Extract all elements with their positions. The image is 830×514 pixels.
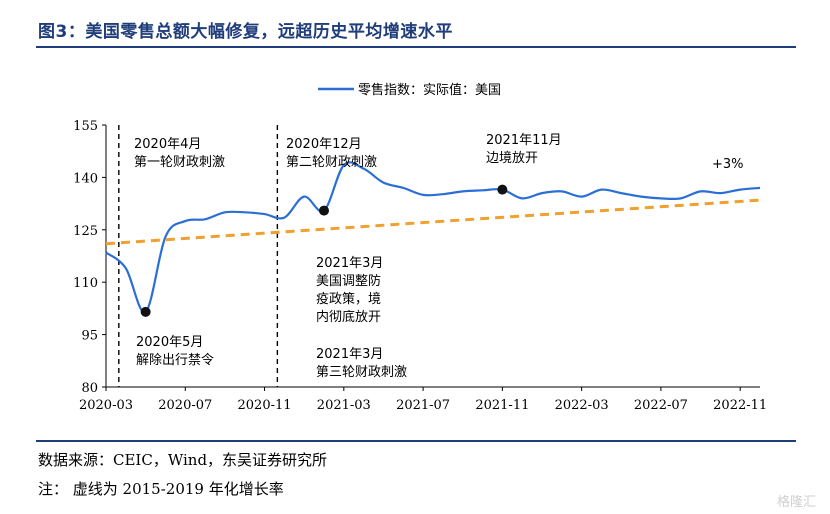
annotation-text: 2020年5月: [136, 335, 203, 350]
annotation-text: 2020年12月: [286, 137, 362, 152]
x-tick-label: 2022-03: [555, 398, 609, 413]
annotation-text: 2021年3月: [316, 347, 383, 362]
retail-series: [105, 161, 761, 314]
x-tick-label: 2021-03: [317, 398, 371, 413]
annotation-text: 解除出行禁令: [136, 353, 214, 368]
y-tick-label: 140: [73, 171, 98, 186]
page-title: 图3：美国零售总额大幅修复，远超历史平均增速水平: [38, 22, 453, 42]
chart-axes: 80 95 110 125 140 155 2020-03 2020-07 2020-11 202…: [73, 119, 767, 413]
annotation-text: 第二轮财政刺激: [286, 155, 377, 170]
annotation-text: 第三轮财政刺激: [316, 365, 407, 380]
retail-line: [105, 161, 761, 314]
title-divider: [36, 46, 796, 48]
annotation-text: 2020年4月: [134, 137, 201, 152]
x-tick-label: 2020-11: [238, 398, 292, 413]
annotation-text: 内彻底放开: [316, 309, 381, 325]
event-marker: [140, 306, 151, 317]
chart: 80 95 110 125 140 155 2020-03 2020-07 2020-11 202…: [73, 82, 767, 413]
x-tick-label: 2021-11: [475, 398, 529, 413]
event-lines: [118, 125, 279, 387]
annotation-text: 2021年3月: [316, 256, 383, 271]
annotation-text: 2021年11月: [486, 133, 562, 148]
y-tick-label: 155: [73, 119, 98, 134]
x-tick-label: 2021-07: [396, 398, 450, 413]
y-tick-label: 110: [73, 276, 98, 291]
annotation-text: 边境放开: [486, 151, 538, 166]
y-tick-label: 95: [81, 329, 98, 344]
trend-line: [105, 198, 761, 246]
x-tick-label: 2020-07: [158, 398, 212, 413]
x-tick-label: 2022-07: [634, 398, 688, 413]
footnote: 注： 虚线为 2015-2019 年化增长率: [38, 480, 284, 498]
annotation-text: +3%: [712, 157, 744, 172]
event-marker: [497, 184, 508, 195]
source-note: 数据来源：CEIC，Wind，东吴证券研究所: [38, 451, 328, 469]
x-tick-label: 2020-03: [79, 398, 133, 413]
trend-series: [105, 198, 761, 246]
event-marker: [319, 205, 329, 216]
footer-divider: [36, 440, 796, 442]
x-tick-label: 2022-11: [713, 398, 767, 413]
y-tick-label: 80: [81, 381, 98, 396]
annotation-text: 第一轮财政刺激: [134, 155, 225, 170]
legend-label: 零售指数：实际值：美国: [358, 82, 501, 98]
event-markers: [140, 184, 508, 317]
watermark: 格隆汇: [776, 495, 816, 510]
annotation-text: 疫政策，境: [316, 291, 381, 307]
y-tick-label: 125: [73, 224, 98, 239]
legend: 零售指数：实际值：美国: [318, 82, 501, 98]
annotation-text: 美国调整防: [316, 273, 381, 289]
